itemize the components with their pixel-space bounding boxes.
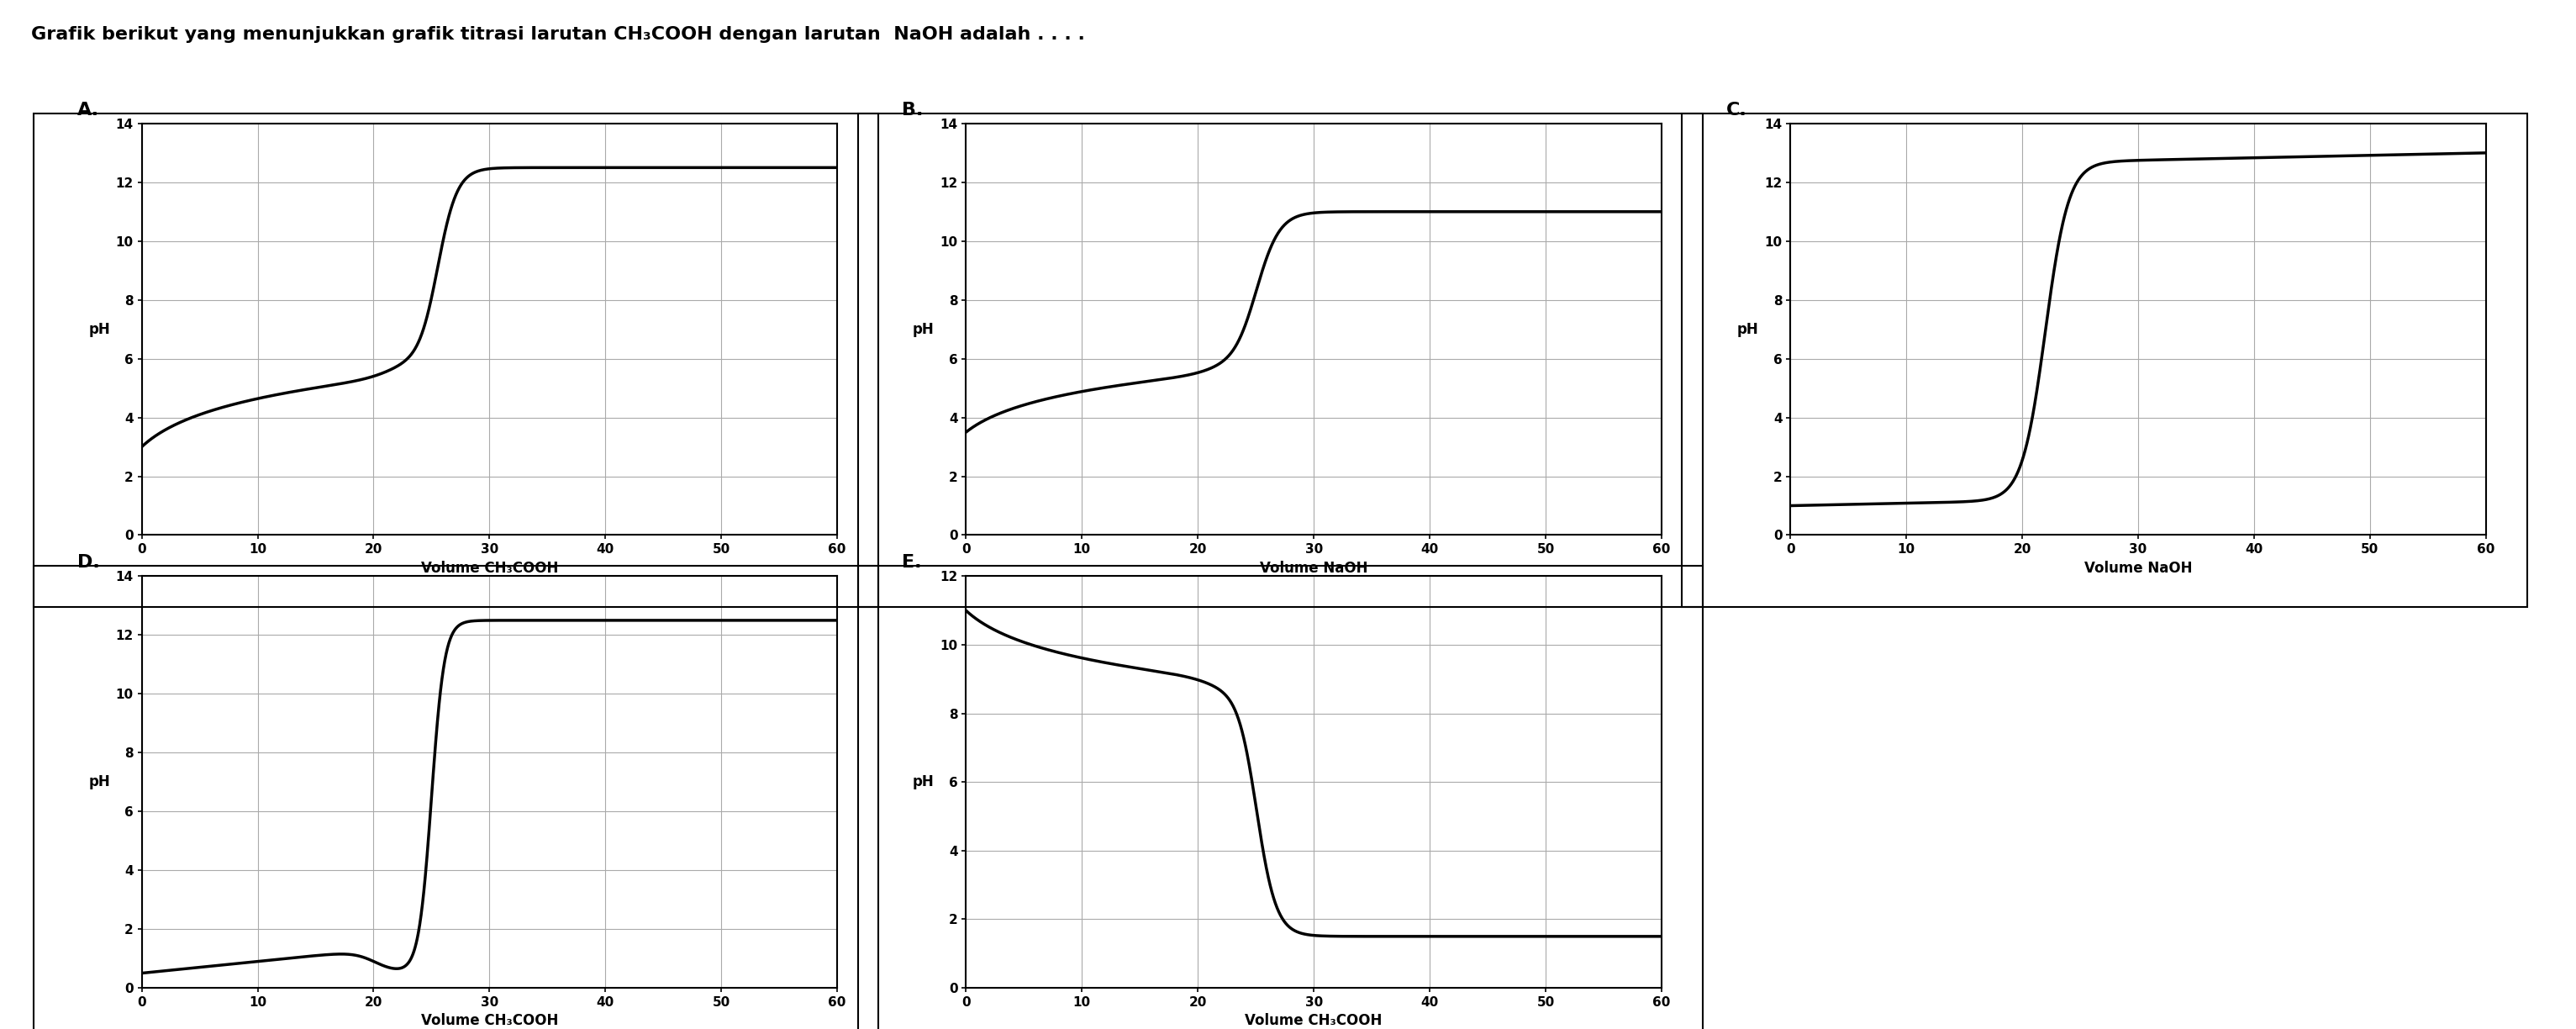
Text: C.: C. [1726,102,1747,118]
Y-axis label: pH: pH [88,775,111,789]
Y-axis label: pH: pH [912,775,935,789]
X-axis label: Volume NaOH: Volume NaOH [2084,561,2192,575]
Text: B.: B. [902,102,922,118]
Y-axis label: pH: pH [88,322,111,336]
X-axis label: Volume CH₃COOH: Volume CH₃COOH [420,561,559,575]
Text: Grafik berikut yang menunjukkan grafik titrasi larutan CH₃COOH dengan larutan  N: Grafik berikut yang menunjukkan grafik t… [31,26,1084,42]
X-axis label: Volume CH₃COOH: Volume CH₃COOH [1244,1014,1383,1028]
X-axis label: Volume NaOH: Volume NaOH [1260,561,1368,575]
Text: A.: A. [77,102,98,118]
Text: E.: E. [902,555,922,571]
Y-axis label: pH: pH [1736,322,1759,336]
X-axis label: Volume CH₃COOH: Volume CH₃COOH [420,1014,559,1028]
Text: D.: D. [77,555,100,571]
Y-axis label: pH: pH [912,322,935,336]
